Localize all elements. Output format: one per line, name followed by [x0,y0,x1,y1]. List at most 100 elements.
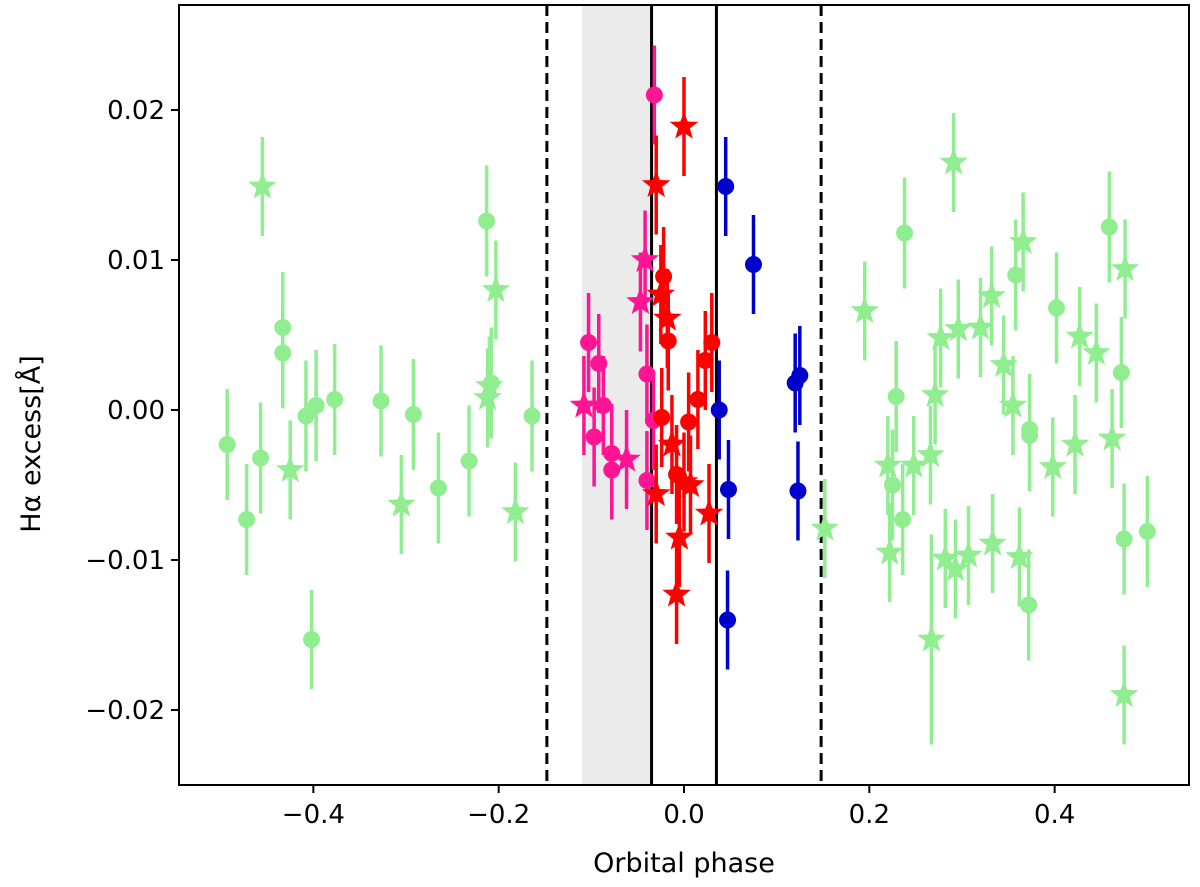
data-point-circle [238,511,256,528]
data-point-star [1008,227,1038,255]
data-point-star [966,312,995,340]
data-point-circle [326,391,344,408]
data-point-circle [791,367,809,384]
data-point-circle [1100,218,1118,236]
data-point-circle [372,392,390,410]
data-point-star [1060,429,1090,457]
data-point-star [646,279,676,307]
data-point-star [630,245,660,273]
data-point-circle [710,401,728,419]
data-point-star [977,281,1006,309]
y-tick-label: −0.02 [85,696,165,726]
data-point-circle [1047,299,1065,317]
data-point-circle [638,365,656,383]
x-tick-label: 0.2 [849,800,890,830]
y-tick-label: 0.02 [107,96,165,126]
data-point-star [916,440,945,468]
data-point-star [926,323,955,351]
data-point-star [1110,254,1140,282]
data-point-star [875,537,904,565]
data-point-circle [303,631,321,648]
data-point-star [501,497,530,525]
data-point-star [641,479,671,507]
data-point-star [612,444,641,472]
y-tick-label: −0.01 [85,546,165,576]
data-point-star [941,554,970,582]
data-point-circle [594,397,612,414]
data-point-circle [460,452,478,470]
data-point-circle [429,479,447,497]
data-point-circle [585,428,603,446]
data-point-star [473,383,502,411]
y-axis-label: Hα excess[Å] [15,355,47,532]
data-point-circle [680,413,698,431]
series-ingress-stars [569,210,660,509]
y-tick-label: 0.01 [107,246,165,276]
series-ingress-circles [580,45,663,530]
data-point-star [978,528,1007,556]
data-point-star [248,171,277,199]
data-point-circle [274,344,292,362]
data-point-star [810,513,840,541]
data-point-circle [1021,427,1039,444]
data-point-star [899,450,929,478]
data-point-star [669,111,699,139]
data-point-star [850,296,879,324]
data-point-circle [252,449,270,467]
data-point-circle [523,407,541,425]
series-egress-circles [710,137,809,670]
x-tick-label: −0.4 [282,800,345,830]
series-out-of-transit-circles [218,165,1156,689]
data-point-star [1038,452,1068,480]
data-point-circle [645,86,663,104]
data-point-circle [1020,596,1038,614]
series-out-of-transit-stars [248,113,1140,745]
data-point-star [931,543,960,571]
data-point-star [275,455,305,483]
data-point-star [917,624,946,652]
data-point-circle [744,256,762,273]
data-point-star [657,429,687,457]
data-point-star [944,314,973,342]
data-point-circle [478,212,496,230]
data-point-star [989,350,1018,378]
data-point-star [641,170,671,198]
data-point-circle [404,406,422,423]
data-point-circle [297,407,315,425]
x-axis-label: Orbital phase [593,848,775,879]
data-point-circle [789,482,807,500]
data-point-circle [1112,364,1130,381]
y-tick-label: 0.00 [107,396,165,426]
data-point-star [1065,321,1094,349]
x-tick-label: 0.4 [1034,800,1075,830]
data-point-circle [703,334,721,351]
x-tick-label: −0.2 [467,800,530,830]
data-point-circle [580,334,598,351]
series-in-transit-stars [641,77,724,644]
data-point-circle [638,472,656,489]
data-point-circle [653,409,671,426]
data-point-star [1097,423,1127,451]
data-point-circle [655,268,673,285]
data-point-circle [1007,266,1025,284]
data-point-circle [696,352,714,369]
data-point-star [662,579,691,607]
data-point-circle [896,224,914,242]
data-point-circle [887,388,905,405]
data-point-star [653,303,682,331]
data-point-circle [719,611,737,629]
data-point-star [569,390,599,418]
data-point-star [939,147,968,175]
data-point-star [665,522,694,550]
data-point-circle [689,391,707,408]
data-point-circle [894,511,912,528]
data-point-circle [307,397,325,414]
data-point-star [387,489,416,517]
data-point-circle [717,178,735,195]
data-point-star [954,540,983,568]
data-point-circle [603,461,621,479]
data-point-star [694,498,724,526]
data-point-star [475,371,504,399]
data-point-circle [719,481,737,498]
